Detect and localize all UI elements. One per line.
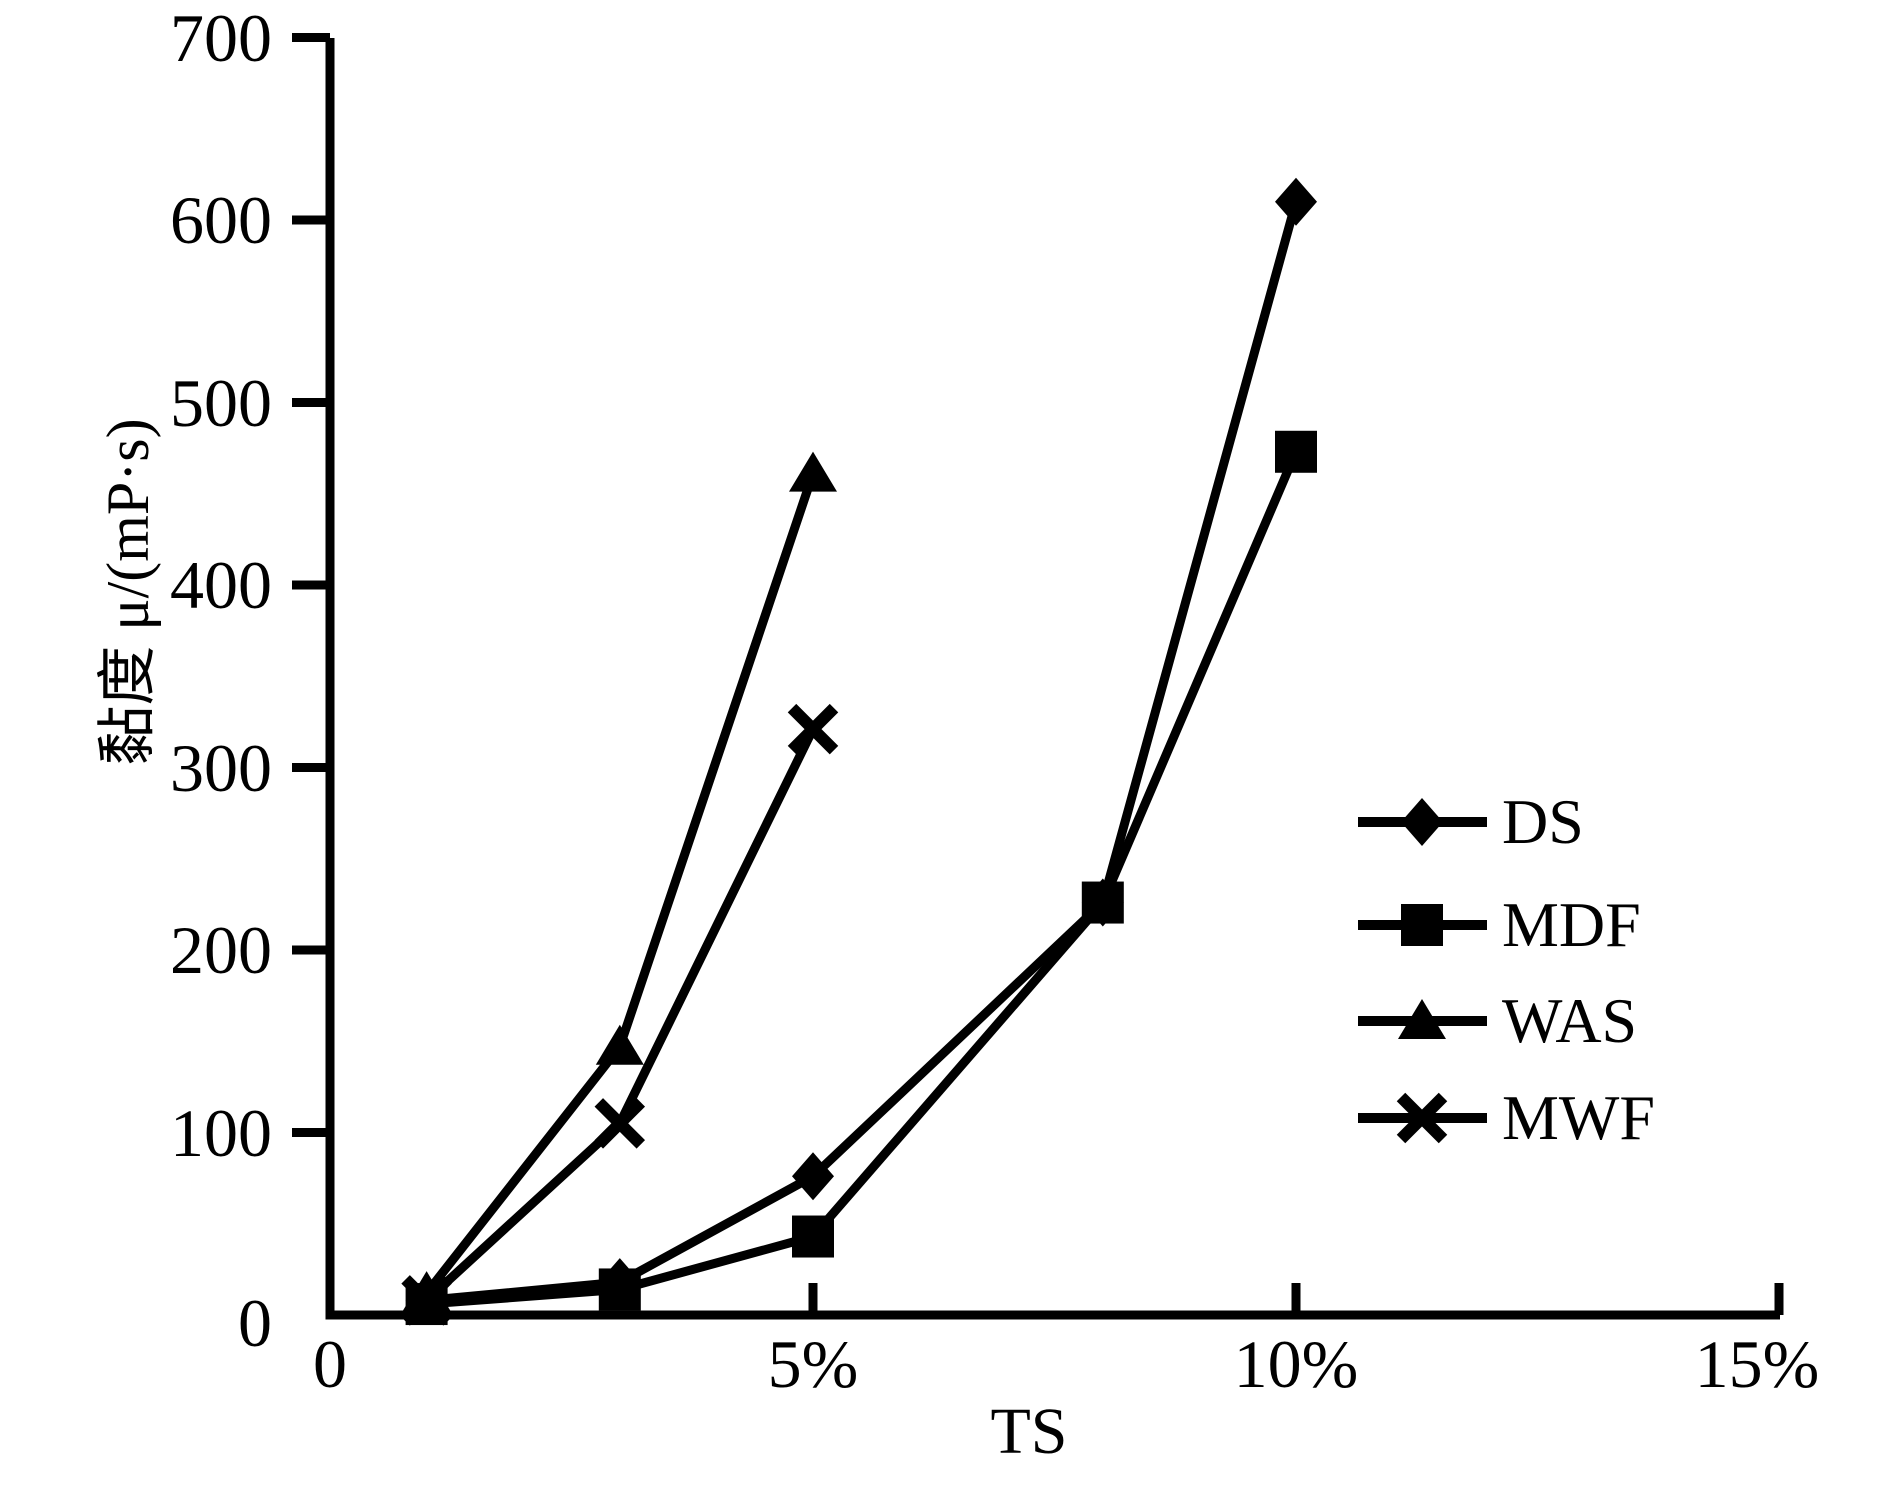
- series-marker-mdf: [792, 1215, 834, 1258]
- y-tick-label: 700: [170, 0, 272, 76]
- legend-label-mwf: MWF: [1502, 1082, 1655, 1153]
- y-tick-label: 400: [170, 547, 272, 623]
- x-tick-label: 15%: [1694, 1326, 1820, 1402]
- series-marker-ds: [792, 1152, 834, 1201]
- y-tick-label: 200: [170, 912, 272, 988]
- series-line-was: [423, 472, 818, 1296]
- series-marker-mdf: [1275, 430, 1317, 473]
- series-marker-was: [595, 1024, 644, 1065]
- legend-label-ds: DS: [1502, 786, 1584, 857]
- legend-marker-ds: [1401, 798, 1443, 846]
- series-marker-was: [402, 1271, 451, 1312]
- x-tick-label: 10%: [1233, 1326, 1359, 1402]
- legend-marker-mwf: [1396, 1092, 1448, 1144]
- y-tick-label: 300: [170, 729, 272, 806]
- legend-label-was: WAS: [1502, 985, 1638, 1056]
- series-marker-was: [789, 451, 837, 492]
- legend-marker-was: [1398, 999, 1446, 1039]
- legend-marker-mdf: [1401, 904, 1443, 946]
- x-axis-title: TS: [990, 1395, 1068, 1468]
- series-marker-mdf: [598, 1268, 641, 1311]
- y-tick-label: 100: [170, 1094, 272, 1171]
- x-tick-label: 0: [313, 1326, 347, 1402]
- series-marker-mdf: [1081, 881, 1124, 924]
- y-tick-label: 600: [170, 182, 272, 258]
- series-marker-mwf: [401, 1275, 452, 1326]
- x-tick-label: 5%: [767, 1326, 859, 1402]
- series-marker-mwf: [787, 703, 839, 755]
- series-marker-mwf: [594, 1098, 646, 1149]
- y-tick-label: 0: [238, 1285, 272, 1361]
- legend-label-mdf: MDF: [1502, 889, 1641, 960]
- y-tick-label: 500: [170, 364, 272, 441]
- series-marker-ds: [1275, 177, 1317, 226]
